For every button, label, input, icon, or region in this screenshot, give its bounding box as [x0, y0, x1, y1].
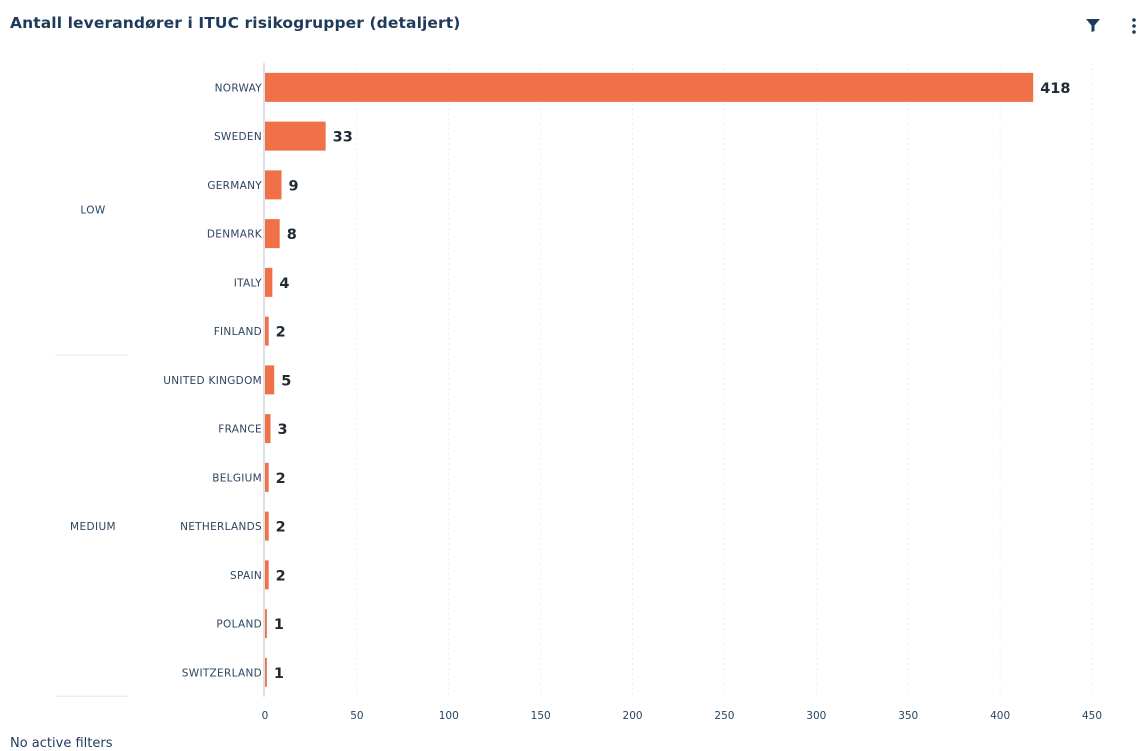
group-label: MEDIUM [70, 521, 116, 533]
category-label: POLAND [216, 619, 262, 631]
bar[interactable] [265, 414, 271, 444]
value-label: 2 [276, 568, 286, 584]
x-tick-label: 400 [990, 710, 1010, 722]
category-label: SWEDEN [214, 131, 262, 143]
bar[interactable] [265, 72, 1034, 102]
category-label: GERMANY [207, 180, 262, 192]
category-label: DENMARK [207, 229, 263, 241]
chart-title: Antall leverandører i ITUC risikogrupper… [10, 14, 461, 32]
active-filters-status: No active filters [10, 736, 113, 751]
category-label: FRANCE [218, 424, 262, 436]
more-vertical-icon[interactable] [1128, 16, 1139, 36]
x-tick-label: 0 [262, 710, 269, 722]
bar[interactable] [265, 657, 267, 687]
value-label: 3 [278, 422, 288, 438]
bar[interactable] [265, 316, 269, 346]
x-tick-label: 450 [1082, 710, 1102, 722]
category-label: SWITZERLAND [182, 667, 262, 679]
bar[interactable] [265, 560, 269, 590]
bar[interactable] [265, 365, 275, 395]
category-label: SPAIN [230, 570, 262, 582]
x-tick-label: 200 [623, 710, 643, 722]
x-tick-label: 350 [898, 710, 918, 722]
category-label: UNITED KINGDOM [163, 375, 262, 387]
value-label: 33 [333, 130, 353, 146]
value-label: 4 [279, 276, 289, 292]
x-tick-label: 300 [806, 710, 826, 722]
category-label: ITALY [234, 277, 263, 289]
value-label: 8 [287, 227, 297, 243]
labels: 0 50 100 150 200 250 300 350 400 450 LOW MEDIUM NORW… [70, 81, 1102, 722]
value-label: 2 [276, 325, 286, 341]
value-label: 9 [289, 178, 299, 194]
bar[interactable] [265, 462, 269, 492]
bar[interactable] [265, 609, 267, 639]
bars [265, 72, 1034, 687]
value-label: 2 [276, 471, 286, 487]
category-label: NORWAY [215, 82, 263, 94]
bar[interactable] [265, 267, 273, 297]
group-separators [55, 354, 128, 697]
bar[interactable] [265, 170, 282, 200]
x-tick-label: 250 [714, 710, 734, 722]
value-label: 2 [276, 520, 286, 536]
group-label: LOW [80, 204, 106, 216]
bar[interactable] [265, 219, 280, 249]
value-label: 1 [274, 666, 284, 682]
bar[interactable] [265, 121, 326, 151]
category-label: NETHERLANDS [180, 521, 262, 533]
x-tick-label: 100 [439, 710, 459, 722]
value-label: 5 [281, 373, 291, 389]
x-tick-label: 50 [350, 710, 363, 722]
filter-icon[interactable] [1084, 16, 1102, 34]
value-label: 418 [1040, 81, 1070, 97]
gridlines [263, 63, 1093, 697]
category-label: BELGIUM [212, 472, 262, 484]
category-label: FINLAND [214, 326, 262, 338]
x-tick-label: 150 [531, 710, 551, 722]
value-label: 1 [274, 617, 284, 633]
bar[interactable] [265, 511, 269, 541]
